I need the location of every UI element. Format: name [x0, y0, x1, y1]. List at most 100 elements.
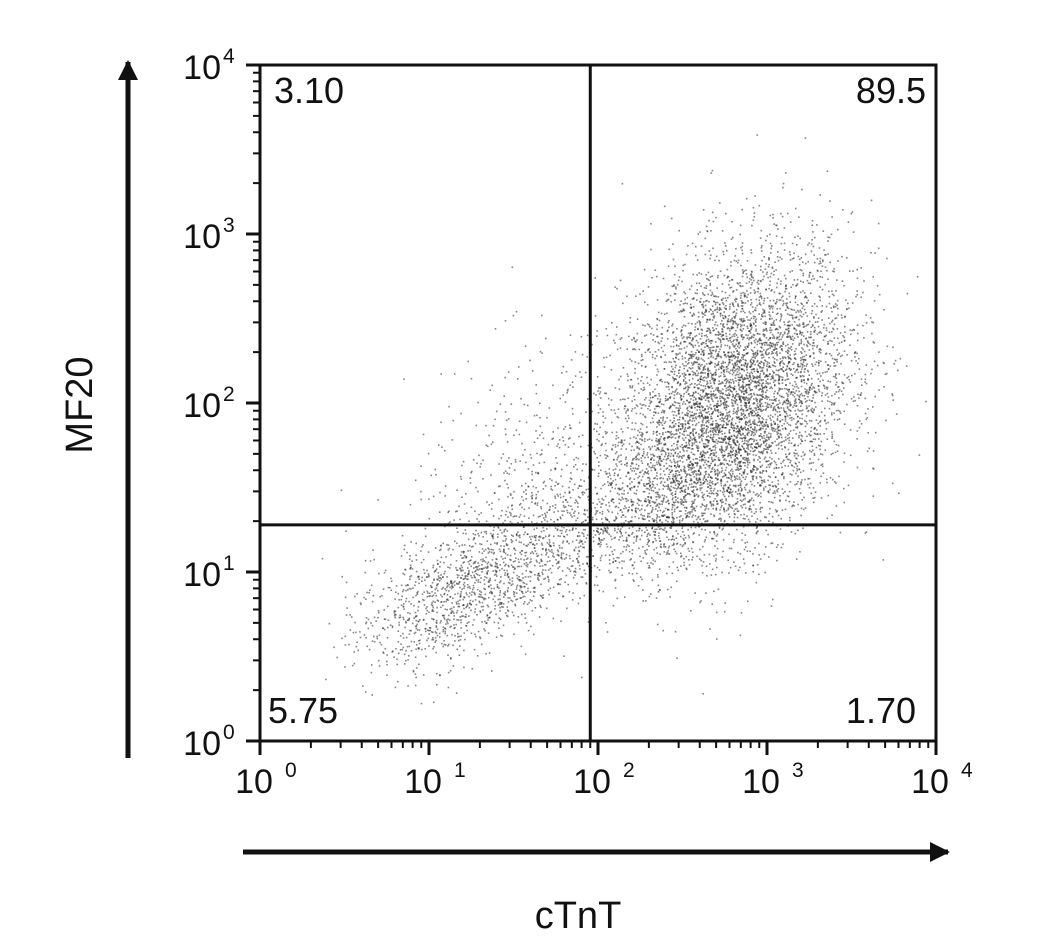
data-point: [544, 569, 547, 571]
data-point: [771, 387, 774, 390]
data-point: [686, 512, 689, 514]
data-point: [698, 363, 701, 365]
data-point: [725, 356, 728, 358]
data-point: [760, 402, 763, 405]
data-point: [727, 452, 730, 455]
data-point: [708, 440, 710, 442]
data-point: [721, 299, 723, 302]
data-point: [675, 378, 677, 381]
data-point: [662, 488, 664, 490]
data-point: [691, 339, 693, 342]
data-point: [775, 466, 777, 469]
data-point: [792, 394, 794, 396]
data-point: [702, 561, 705, 563]
data-point: [708, 328, 711, 331]
data-point: [761, 387, 764, 390]
data-point: [760, 384, 763, 386]
data-point: [641, 434, 644, 436]
data-point: [676, 393, 678, 395]
data-point: [721, 430, 723, 432]
data-point: [773, 320, 775, 322]
data-point: [689, 395, 691, 397]
data-point: [672, 331, 675, 333]
data-point: [800, 481, 802, 483]
data-point: [842, 382, 845, 385]
data-point: [801, 364, 804, 366]
data-point: [668, 248, 670, 251]
data-point: [654, 269, 657, 271]
data-point: [670, 392, 673, 395]
data-point: [832, 402, 835, 405]
data-point: [629, 465, 632, 467]
data-point: [755, 476, 758, 478]
data-point: [736, 326, 739, 329]
data-point: [732, 304, 734, 306]
data-point: [715, 308, 717, 311]
data-point: [664, 527, 666, 529]
data-point: [704, 445, 707, 448]
data-point: [740, 294, 742, 297]
data-point: [746, 550, 749, 552]
data-point: [761, 357, 763, 359]
data-point: [649, 351, 651, 353]
data-point: [724, 402, 727, 405]
data-point: [697, 311, 700, 314]
data-point: [686, 459, 688, 461]
data-point: [733, 385, 736, 388]
data-point: [720, 506, 722, 509]
data-point: [614, 342, 616, 344]
data-point: [699, 300, 701, 303]
data-point: [773, 395, 775, 398]
data-point: [670, 481, 672, 484]
data-point: [764, 516, 766, 518]
data-point: [704, 416, 707, 419]
data-point: [687, 442, 690, 444]
data-point: [740, 325, 742, 328]
data-point: [753, 346, 756, 349]
data-point: [789, 519, 791, 522]
data-point: [705, 592, 707, 594]
data-point: [756, 393, 758, 396]
data-point: [693, 362, 695, 364]
data-point: [744, 497, 746, 500]
data-point: [733, 435, 736, 437]
data-point: [905, 365, 908, 367]
data-point: [688, 454, 690, 457]
data-point: [614, 387, 617, 389]
data-point: [719, 355, 722, 358]
data-point: [738, 376, 741, 379]
data-point: [640, 388, 642, 390]
data-point: [690, 354, 693, 356]
data-point: [726, 323, 728, 326]
data-point: [752, 336, 755, 339]
data-point: [697, 372, 700, 375]
data-point: [658, 443, 660, 445]
data-point: [670, 539, 673, 541]
data-point: [620, 499, 622, 501]
data-point: [686, 337, 689, 340]
data-point: [765, 409, 767, 411]
data-point: [772, 399, 775, 402]
data-point: [818, 350, 821, 353]
data-point: [663, 344, 666, 347]
data-point: [709, 628, 711, 630]
data-point: [649, 409, 651, 411]
data-point: [783, 363, 786, 365]
data-point: [702, 359, 704, 361]
data-point: [640, 359, 643, 362]
data-point: [818, 295, 820, 298]
data-point: [710, 342, 712, 344]
data-point: [691, 511, 693, 513]
data-point: [895, 413, 898, 415]
data-point: [760, 229, 763, 232]
data-point: [794, 402, 796, 405]
data-point: [766, 344, 768, 346]
data-point: [672, 486, 675, 489]
data-point: [712, 220, 715, 223]
data-point: [800, 423, 802, 426]
data-point: [709, 403, 712, 406]
data-point: [783, 332, 786, 335]
data-point: [742, 358, 744, 361]
data-point: [704, 314, 706, 316]
data-point: [758, 333, 761, 335]
